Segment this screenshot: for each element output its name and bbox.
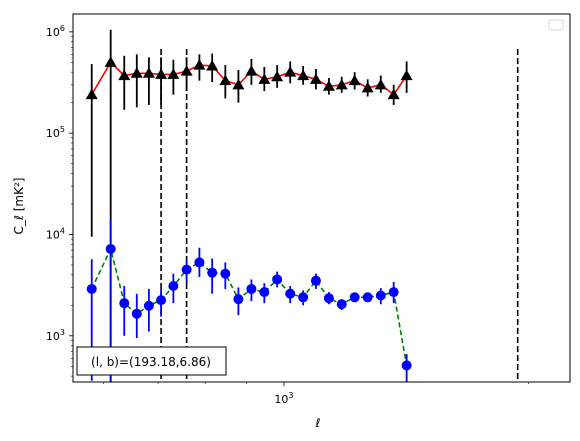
y-tick-label: 106 — [46, 24, 65, 39]
data-point — [362, 292, 373, 303]
data-point — [245, 65, 258, 76]
y-tick-label: 105 — [46, 125, 65, 140]
y-tick-label: 103 — [46, 328, 65, 343]
data-point — [349, 292, 360, 303]
data-point — [85, 88, 98, 100]
data-point — [131, 308, 142, 319]
data-point — [348, 74, 361, 86]
data-point — [206, 60, 219, 71]
series-1 — [86, 219, 412, 382]
data-point — [322, 80, 335, 91]
y-axis-label: C_ℓ [mK²] — [12, 178, 26, 235]
legend-box — [548, 19, 564, 31]
annotation-frame — [76, 346, 227, 376]
data-point — [180, 65, 193, 76]
data-point — [207, 267, 218, 278]
data-point — [219, 74, 232, 86]
data-point — [400, 69, 413, 81]
data-point — [388, 287, 399, 298]
data-point — [167, 68, 180, 79]
data-point — [310, 275, 321, 286]
data-point — [168, 281, 179, 292]
data-point — [86, 283, 97, 294]
data-point — [375, 290, 386, 301]
data-point — [387, 88, 400, 100]
x-axis-label: ℓ — [315, 416, 321, 430]
axes: 103 104 105 106 103 — [46, 24, 529, 406]
data-point — [194, 257, 205, 268]
data-point — [220, 268, 231, 279]
data-point — [118, 69, 131, 81]
data-point — [258, 73, 271, 84]
data-point — [272, 274, 283, 285]
series-0 — [85, 29, 413, 382]
data-point — [284, 66, 297, 77]
data-point — [374, 78, 387, 90]
data-point — [246, 283, 257, 294]
plot-frame — [72, 13, 571, 383]
data-point — [336, 299, 347, 310]
data-point — [105, 243, 116, 254]
data-point — [259, 287, 270, 298]
data-point — [232, 78, 245, 90]
data-point — [130, 67, 143, 78]
data-point — [193, 59, 206, 70]
series-layer — [85, 29, 413, 382]
data-point — [335, 78, 348, 90]
data-point — [309, 73, 322, 84]
data-point — [155, 68, 168, 79]
data-point — [181, 264, 192, 275]
data-point — [323, 293, 334, 304]
data-point — [297, 69, 310, 81]
y-tick-label: 104 — [46, 226, 65, 241]
data-point — [156, 295, 167, 306]
data-point — [233, 294, 244, 305]
data-point — [271, 70, 284, 82]
data-point — [285, 288, 296, 299]
data-point — [142, 67, 155, 78]
plot-area — [73, 14, 570, 382]
data-point — [361, 81, 374, 93]
data-point — [401, 360, 412, 371]
annotation-box: (l, b)=(193.18,6.86) — [76, 346, 227, 376]
data-point — [298, 292, 309, 303]
x-tick-label: 103 — [274, 391, 293, 406]
annotation-text: (l, b)=(193.18,6.86) — [91, 355, 211, 369]
data-point — [119, 298, 130, 309]
data-point — [104, 56, 117, 67]
data-point — [143, 300, 154, 311]
